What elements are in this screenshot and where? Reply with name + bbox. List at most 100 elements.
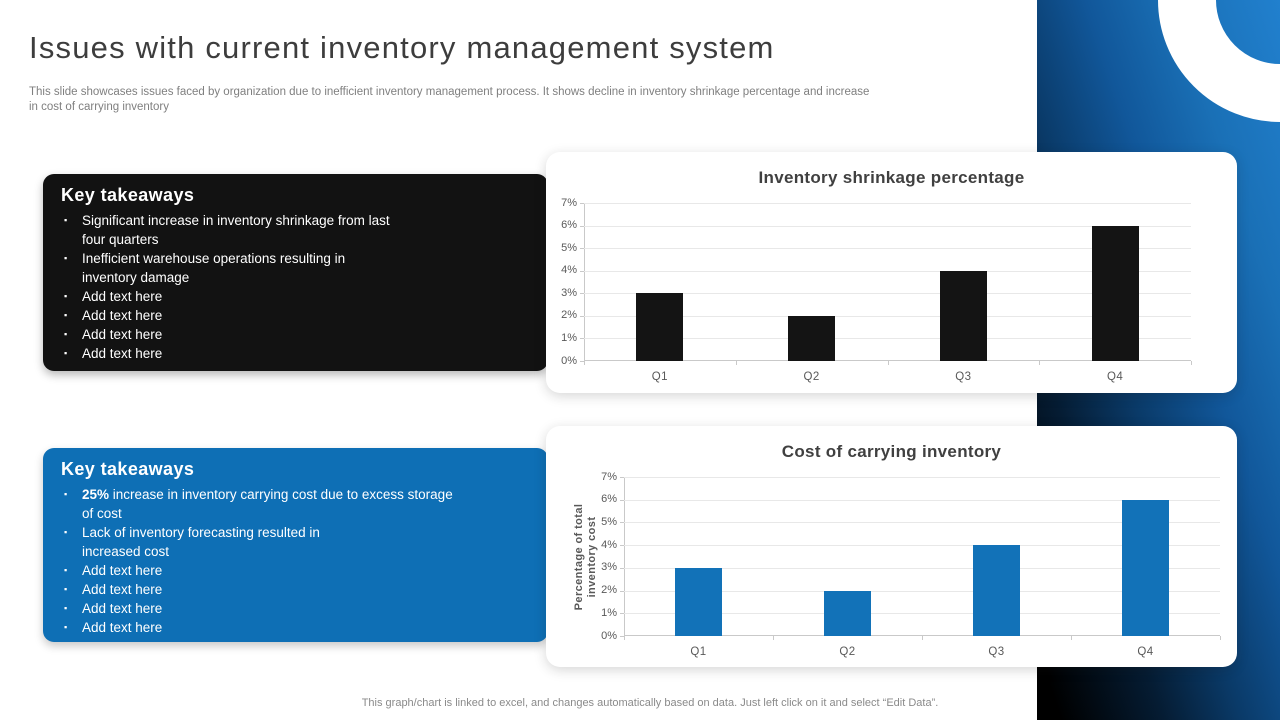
takeaways-list: ▪ 25% increase in inventory carrying cost… — [61, 485, 530, 637]
x-tick — [624, 636, 625, 640]
takeaway-bullet-text: Inefficient warehouse operations resulti… — [82, 251, 346, 285]
gridline — [624, 477, 1220, 478]
x-category-label: Q1 — [690, 646, 707, 658]
gridline — [584, 338, 1191, 340]
x-category-label: Q4 — [1137, 646, 1154, 658]
takeaway-bullet: ▪ Add text here — [61, 306, 530, 325]
y-tick-label: 0% — [561, 354, 577, 367]
x-tick — [1191, 361, 1192, 365]
shrinkage-bar-chart: 0% 1% 2% 3% 4% 5% 6% 7% Q1 Q2 Q3 Q4 — [546, 152, 1237, 393]
gridline — [624, 590, 1220, 592]
chart-title-carrying-cost: Cost of carrying inventory — [781, 442, 1002, 461]
gridline — [624, 567, 1220, 569]
x-category-label: Q2 — [839, 646, 856, 658]
y-tick — [580, 361, 584, 362]
gridline — [584, 225, 1191, 227]
takeaways-box-carrying-cost[interactable]: Key takeaways ▪ 25% increase in inventory… — [43, 448, 548, 642]
takeaway-bullet: ▪ Add text here — [61, 325, 530, 344]
takeaway-bullet-text: Significant increase in inventory shrink… — [82, 213, 390, 247]
y-tick — [620, 613, 624, 615]
bullet-square-icon: ▪ — [64, 489, 68, 499]
takeaway-bullet: ▪ Add text here — [61, 287, 530, 306]
y-tick — [580, 315, 584, 317]
takeaway-bullet-text: Add text here — [82, 308, 163, 323]
chart-title-shrinkage: Inventory shrinkage percentage — [758, 168, 1025, 187]
footer-note: This graph/chart is linked to excel, and… — [361, 697, 939, 709]
y-tick — [580, 338, 584, 340]
gridline — [624, 613, 1220, 615]
takeaways-title: Key takeaways — [61, 459, 195, 479]
gridline — [624, 545, 1220, 547]
takeaway-bullet: ▪ Add text here — [61, 344, 530, 363]
takeaways-box-shrinkage[interactable]: Key takeaways ▪ Significant increase in i… — [43, 174, 548, 371]
bar-q4 — [1122, 499, 1169, 636]
slide-subtitle: This slide showcases issues faced by org… — [29, 86, 870, 113]
y-tick-label: 4% — [561, 264, 577, 277]
carrying-cost-bar-chart: 0% 1% 2% 3% 4% 5% 6% 7% Q1 Q2 Q3 Q4 Percentage of to… — [546, 426, 1237, 667]
x-tick — [584, 361, 585, 365]
x-category-label: Q4 — [1106, 371, 1124, 383]
takeaway-bullet-text: 25% increase in inventory carrying cost … — [82, 487, 453, 521]
takeaway-bullet-text: Add text here — [82, 620, 163, 635]
y-tick-label: 5% — [561, 241, 577, 254]
y-tick-label: 6% — [601, 493, 617, 506]
y-tick-label: 5% — [601, 515, 617, 528]
bullet-square-icon: ▪ — [64, 329, 68, 339]
slide-title[interactable]: Issues with current inventory management… — [29, 30, 775, 65]
y-tick-label: 4% — [601, 538, 617, 551]
y-tick-label: 3% — [561, 286, 577, 299]
x-tick — [773, 636, 774, 640]
y-tick-label: 7% — [561, 196, 577, 209]
y-axis-label: Percentage of total inventory cost — [573, 503, 598, 610]
takeaway-bullet-text: Add text here — [82, 346, 163, 361]
gridline — [584, 293, 1191, 295]
y-tick — [620, 477, 624, 478]
bullet-square-icon: ▪ — [64, 527, 68, 537]
takeaway-bullet-text: Add text here — [82, 563, 163, 578]
bullet-square-icon: ▪ — [64, 622, 68, 632]
y-tick-label: 7% — [601, 470, 617, 483]
x-tick — [1220, 636, 1221, 640]
gridline — [584, 248, 1191, 250]
takeaways-list: ▪ Significant increase in inventory shrin… — [61, 211, 530, 363]
gridline — [624, 499, 1220, 501]
takeaway-bullet-text: Add text here — [82, 582, 163, 597]
gridline — [624, 522, 1220, 524]
x-tick — [1039, 361, 1041, 365]
bullet-square-icon: ▪ — [64, 584, 68, 594]
x-tick — [735, 361, 737, 365]
chart-card-carrying-cost[interactable]: Cost of carrying inventory 0% 1% 2% 3% 4% 5% 6… — [546, 426, 1237, 667]
bar-q3 — [973, 545, 1020, 636]
takeaway-bullet: ▪ 25% increase in inventory carrying cost… — [61, 485, 530, 523]
gridline — [584, 315, 1191, 317]
y-tick — [580, 293, 584, 295]
x-category-label: Q1 — [651, 371, 669, 383]
bullet-square-icon: ▪ — [64, 565, 68, 575]
x-tick — [922, 636, 923, 640]
y-tick — [620, 499, 624, 501]
bullet-square-icon: ▪ — [64, 603, 68, 613]
y-tick — [620, 567, 624, 569]
bullet-square-icon: ▪ — [64, 215, 68, 225]
x-tick — [1071, 636, 1072, 640]
x-category-label: Q3 — [955, 371, 972, 383]
takeaway-bullet-text: Lack of inventory forecasting resulted i… — [82, 525, 320, 559]
bullet-square-icon: ▪ — [64, 310, 68, 320]
y-tick — [620, 545, 624, 547]
takeaways-title: Key takeaways — [61, 185, 195, 205]
y-tick-label: 2% — [561, 309, 577, 322]
y-tick — [620, 636, 624, 637]
y-tick — [620, 590, 624, 592]
bar-q2 — [824, 590, 871, 636]
y-tick — [580, 225, 584, 227]
plot-area — [584, 203, 1191, 361]
bullet-square-icon: ▪ — [64, 348, 68, 358]
bar-q3 — [939, 270, 987, 361]
takeaway-bullet-text: Add text here — [82, 601, 163, 616]
takeaway-bullet: ▪ Add text here — [61, 580, 530, 599]
takeaway-bullet: ▪ Add text here — [61, 599, 530, 618]
bullet-square-icon: ▪ — [64, 291, 68, 301]
bar-q4 — [1091, 225, 1139, 361]
chart-card-shrinkage[interactable]: Inventory shrinkage percentage 0% 1% 2% 3% 4… — [546, 152, 1237, 393]
